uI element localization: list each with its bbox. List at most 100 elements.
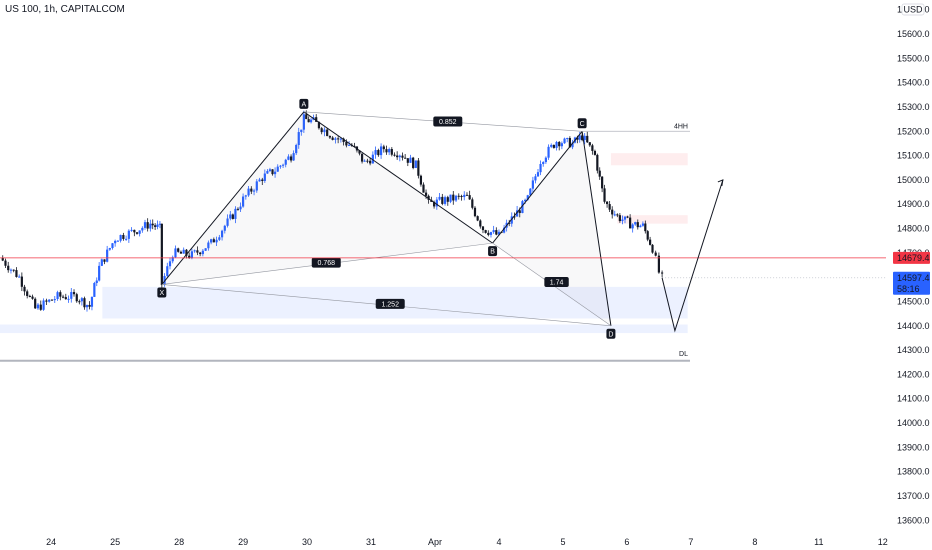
candle-body (90, 296, 94, 307)
candle-body (127, 230, 130, 239)
zone-box (610, 153, 688, 166)
candle-body (284, 159, 287, 165)
time-tick-label: 7 (688, 537, 693, 547)
projection-path (661, 179, 724, 333)
chart-title: US 100, 1h, CAPITALCOM (5, 4, 125, 15)
pattern-point-label: D (608, 331, 613, 338)
candle-body (61, 296, 65, 298)
candle-body (75, 294, 78, 302)
candle-body (566, 138, 569, 140)
candle-body (629, 217, 632, 229)
candle-body (130, 229, 133, 231)
price-tick-label: 14100.0 (897, 394, 930, 404)
candle-body (143, 222, 147, 228)
pattern-leg (161, 111, 305, 285)
price-tick-label: 14800.0 (897, 224, 930, 234)
candle-body (158, 223, 162, 225)
pattern-leg (581, 131, 612, 326)
candle-body (621, 219, 624, 222)
time-tick-label: 24 (46, 537, 56, 547)
time-tick-label: 8 (752, 537, 757, 547)
candle-body (631, 224, 634, 229)
candle-body (26, 291, 29, 296)
candle-body (78, 301, 81, 303)
candle-body (42, 300, 45, 310)
candle-body (331, 137, 334, 140)
candle-body (250, 188, 253, 192)
candle-body (300, 129, 303, 133)
candle-body (258, 179, 261, 182)
candle-body (146, 222, 149, 229)
candle-body (552, 144, 555, 148)
candle-body (9, 269, 13, 271)
candle-body (18, 276, 21, 278)
candle-body (271, 169, 274, 175)
pattern-leg (303, 111, 493, 244)
ratio-label: 0.768 (317, 260, 335, 267)
time-tick-label: 6 (624, 537, 629, 547)
candle-body (634, 222, 637, 225)
candle-body (409, 157, 412, 163)
candle-body (369, 160, 372, 164)
time-tick-label: 12 (878, 537, 888, 547)
candle-body (611, 209, 614, 215)
candle-body (417, 160, 420, 176)
candle-body (279, 165, 282, 167)
candle-body (334, 138, 337, 140)
candle-body (581, 135, 584, 141)
candle-body (196, 250, 199, 253)
candle-body (454, 195, 458, 201)
time-tick-label: 29 (238, 537, 248, 547)
overlays-layer: 4HH DL (0, 123, 886, 362)
candle-body (578, 135, 581, 140)
candle-body (106, 249, 109, 262)
candle-body (510, 216, 513, 224)
candle-body (446, 197, 449, 202)
candle-body (138, 230, 141, 234)
candle-body (166, 266, 169, 277)
candle-body (171, 257, 174, 262)
level-label: DL (679, 351, 688, 358)
candle-body (393, 154, 396, 156)
currency-label: USD (903, 5, 923, 15)
ratio-tag (311, 257, 341, 268)
candle-body (366, 160, 369, 162)
candle-body (302, 114, 305, 130)
candle-body (497, 231, 501, 235)
candle-body (154, 225, 157, 227)
candle-body (636, 222, 639, 228)
candle-body (88, 304, 91, 307)
candle-body (534, 176, 537, 181)
candle-body (591, 145, 594, 151)
candle-body (320, 128, 323, 133)
candle-body (598, 170, 601, 177)
candle-body (315, 117, 318, 122)
candle-body (438, 196, 441, 200)
candle-body (476, 216, 479, 221)
time-tick-label: 11 (814, 537, 823, 547)
candle-body (326, 129, 329, 136)
price-tick-label: 14300.0 (897, 345, 930, 355)
time-tick-label: 30 (302, 537, 312, 547)
candle-body (317, 121, 321, 129)
currency-badge (901, 3, 925, 16)
candle-body (358, 150, 361, 154)
ratio-label: 1.252 (381, 301, 399, 308)
candle-body (523, 199, 527, 202)
candle-body (550, 144, 553, 147)
candle-body (623, 216, 627, 220)
candle-body (605, 201, 609, 205)
harmonic-pattern-layer: X A B C D 0.852 0.768 1.74 1.252 (157, 98, 616, 339)
candle-body (563, 138, 566, 144)
price-tick-label: 15200.0 (897, 126, 930, 136)
candle-body (390, 149, 393, 155)
candle-body (185, 249, 188, 256)
candle-body (241, 196, 245, 207)
candle-body (593, 150, 597, 155)
candle-body (481, 226, 485, 231)
candle-body (531, 180, 534, 189)
candle-body (427, 195, 430, 200)
candle-body (160, 223, 163, 286)
candle-body (588, 142, 591, 146)
